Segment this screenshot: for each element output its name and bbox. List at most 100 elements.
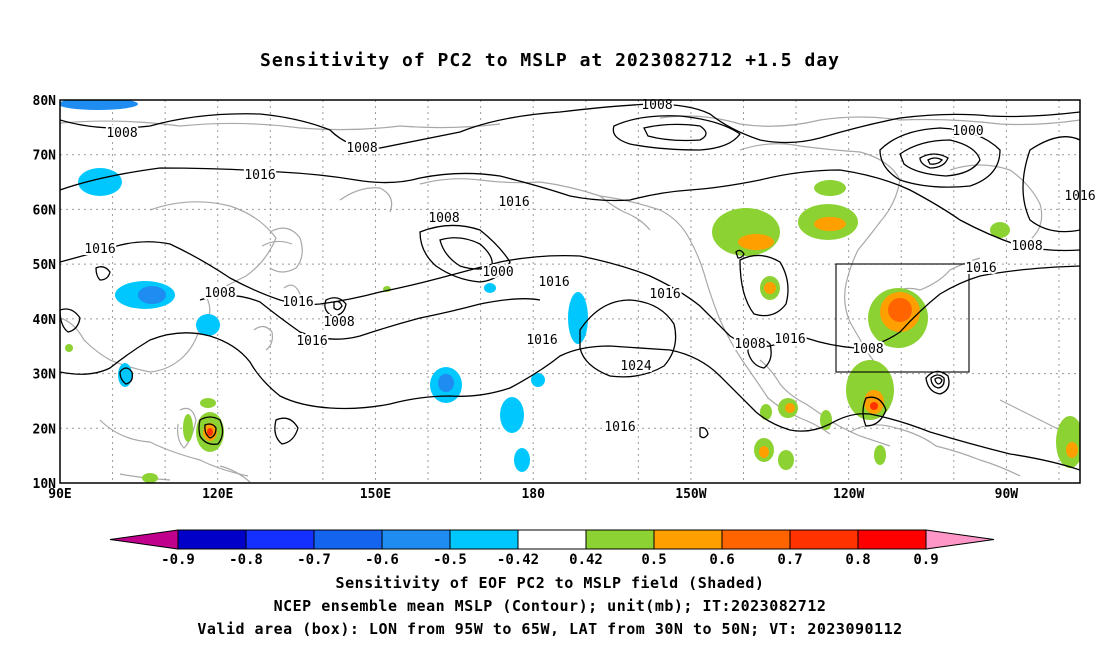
shade-pos-0.7 [870,402,878,410]
contour-label: 1008 [204,286,235,301]
shade-pos-0.42 [778,450,794,470]
contour-label: 1016 [526,333,557,348]
colorbar-label: 0.8 [845,552,870,568]
colorbar-label: 0.9 [913,552,938,568]
contour-label: 1016 [538,275,569,290]
lat-label: 60N [33,203,57,218]
colorbar-label: -0.9 [161,552,195,568]
shade-neg-0.5 [60,100,138,110]
contour-label: 1008 [323,315,354,330]
colorbar-swatch [313,529,383,550]
chart-title: Sensitivity of PC2 to MSLP at 2023082712… [259,50,840,71]
contour-label: 1016 [498,195,529,210]
colorbar-label: 0.42 [569,552,603,568]
lat-label: 30N [33,368,57,383]
lon-label: 150W [675,487,706,502]
colorbar-arrow-left [109,529,179,550]
colorbar-label: 0.7 [777,552,802,568]
lat-label: 80N [33,94,57,109]
colorbar-swatch [517,529,587,550]
contour-label: 1008 [1011,239,1042,254]
contour-label: 1008 [106,126,137,141]
contour-label: 1016 [965,261,996,276]
shade-neg-0.42 [484,283,496,293]
lat-label: 10N [33,477,57,492]
lon-label: 120W [833,487,864,502]
shade-pos-0.42 [814,180,846,196]
contour-label: 1016 [84,242,115,257]
colorbar-label: 0.5 [641,552,666,568]
colorbar-swatch [653,529,723,550]
shade-pos-0.42 [874,445,886,465]
longitude-labels: 90E120E150E180150W120W90W60W [48,487,1019,502]
lat-label: 40N [33,313,57,328]
contour-label: 1008 [346,141,377,156]
shade-pos-0.42 [200,398,216,408]
contour-label: 1008 [852,342,883,357]
colorbar-swatch [245,529,315,550]
colorbar-swatch [381,529,451,550]
colorbar-label: -0.8 [229,552,263,568]
colorbar-swatch [585,529,655,550]
colorbar-swatch [177,529,247,550]
valid-area-box [835,263,970,373]
shade-pos-0.5 [1066,442,1078,458]
map-frame [59,99,1081,484]
contour-label: 1000 [952,124,983,139]
contour-label: 1000 [482,265,513,280]
shade-pos-0.42 [712,208,780,256]
contour-label: 1016 [649,287,680,302]
lon-label: 150E [360,487,391,502]
shade-neg-0.42 [568,292,588,344]
lat-label: 50N [33,258,57,273]
contour-label: 1008 [734,337,765,352]
shade-neg-0.42 [196,314,220,336]
lat-label: 20N [33,422,57,437]
coastlines [60,115,1080,483]
shade-pos-0.42 [990,222,1010,238]
shade-pos-0.6 [888,298,912,322]
shade-pos-0.5 [764,282,776,294]
sensitivity-shading [60,100,1080,483]
contour-label: 1016 [296,334,327,349]
lat-lon-grid [60,100,1080,483]
colorbar-swatch [789,529,859,550]
shade-neg-0.42 [531,373,545,387]
colorbar: -0.9 -0.8 -0.7 -0.6 -0.5 -0.42 0.42 0.5 0.6 0.7 0.… [109,529,995,568]
colorbar-label: -0.5 [433,552,467,568]
shade-pos-0.42 [65,344,73,352]
contour-label: 1016 [244,168,275,183]
lon-label: 120E [202,487,233,502]
shade-pos-0.42 [760,404,772,420]
colorbar-label: -0.6 [365,552,399,568]
colorbar-swatch [721,529,791,550]
caption-line-2: NCEP ensemble mean MSLP (Contour); unit(… [273,597,827,615]
contour-label: 1024 [620,359,651,374]
caption-line-1: Sensitivity of EOF PC2 to MSLP field (Sh… [335,574,765,592]
shade-pos-0.5 [759,446,769,458]
shade-pos-0.42 [142,473,158,483]
contour-label: 1016 [604,420,635,435]
lon-label: 90W [995,487,1019,502]
shade-neg-0.42 [514,448,530,472]
colorbar-label: -0.42 [497,552,539,568]
shade-pos-0.7 [207,428,213,436]
colorbar-swatch [449,529,519,550]
contour-label: 1016 [282,295,313,310]
shade-neg-0.5 [138,286,166,304]
shade-pos-0.5 [738,234,774,250]
shade-pos-0.5 [785,403,795,413]
colorbar-arrow-right [925,529,995,550]
latitude-labels: 80N 70N 60N 50N 40N 30N 20N 10N [33,94,57,492]
lon-label: 180 [521,487,545,502]
caption-line-3: Valid area (box): LON from 95W to 65W, L… [197,620,903,638]
colorbar-label: 0.6 [709,552,734,568]
contour-label: 1016 [774,332,805,347]
colorbar-label: -0.7 [297,552,331,568]
shade-pos-0.42 [183,414,193,442]
shade-neg-0.5 [438,374,454,392]
lon-label: 90E [48,487,71,502]
lat-label: 70N [33,149,57,164]
colorbar-swatch [857,529,927,550]
shade-neg-0.42 [500,397,524,433]
